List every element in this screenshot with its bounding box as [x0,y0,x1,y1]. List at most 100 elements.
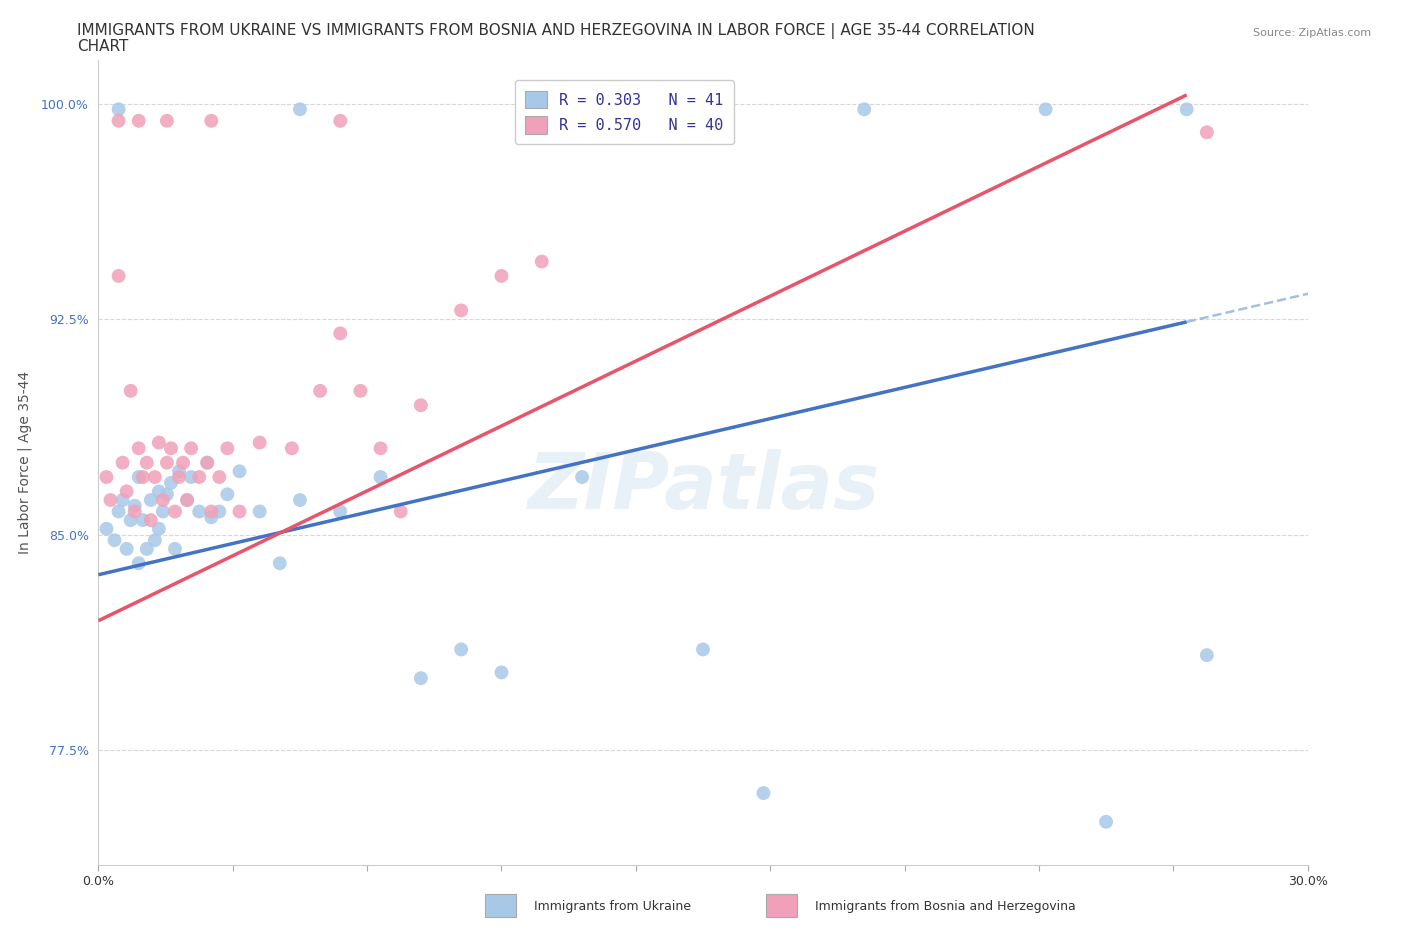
Point [1195,125,1218,140]
Point [409,671,432,685]
Text: ZIPatlas: ZIPatlas [527,449,879,525]
Point [228,504,250,519]
Point [163,504,186,519]
Point [176,493,198,508]
Point [163,541,186,556]
Point [329,326,352,340]
Point [172,456,194,471]
Point [389,504,412,519]
Point [103,533,125,548]
Point [692,125,714,140]
Point [156,486,179,501]
Point [188,470,211,485]
Point [148,435,170,450]
Point [135,541,157,556]
Point [115,541,138,556]
Point [1175,102,1198,117]
Point [288,102,311,117]
Point [571,102,593,117]
Point [139,493,162,508]
Point [450,303,472,318]
Point [195,456,218,471]
Point [752,786,775,801]
Point [200,504,222,519]
Text: IMMIGRANTS FROM UKRAINE VS IMMIGRANTS FROM BOSNIA AND HERZEGOVINA IN LABOR FORCE: IMMIGRANTS FROM UKRAINE VS IMMIGRANTS FR… [77,23,1035,39]
Point [111,493,134,508]
Point [143,470,166,485]
FancyBboxPatch shape [766,895,797,917]
Point [160,475,183,490]
Point [208,504,231,519]
Text: Immigrants from Ukraine: Immigrants from Ukraine [534,900,692,913]
Point [208,470,231,485]
Point [530,254,553,269]
Point [128,556,150,571]
Point [135,456,157,471]
Point [249,504,271,519]
Point [156,113,179,128]
Point [571,470,593,485]
Point [288,493,311,508]
Point [156,456,179,471]
Point [692,642,714,657]
Legend: R = 0.303   N = 41, R = 0.570   N = 40: R = 0.303 N = 41, R = 0.570 N = 40 [515,80,734,144]
Point [96,522,118,537]
Point [132,470,155,485]
Point [228,464,250,479]
Point [409,398,432,413]
Point [152,504,174,519]
Y-axis label: In Labor Force | Age 35-44: In Labor Force | Age 35-44 [18,371,32,554]
Point [309,383,332,398]
Point [96,470,118,485]
Point [148,484,170,498]
Point [107,102,129,117]
Point [249,435,271,450]
Text: Source: ZipAtlas.com: Source: ZipAtlas.com [1253,28,1371,38]
Point [100,493,122,508]
Point [107,504,129,519]
Point [176,493,198,508]
Point [370,470,392,485]
Point [152,493,174,508]
Point [195,456,218,471]
Point [120,383,142,398]
Point [128,441,150,456]
Point [491,665,513,680]
Point [491,269,513,284]
Point [128,470,150,485]
Point [349,383,371,398]
Point [217,441,239,456]
Point [329,113,352,128]
FancyBboxPatch shape [485,895,516,917]
Point [370,441,392,456]
Point [200,510,222,525]
Point [1195,647,1218,662]
Point [167,470,190,485]
Point [672,102,695,117]
Point [180,470,202,485]
Point [120,512,142,527]
Point [128,113,150,128]
Point [188,504,211,519]
Point [631,102,654,117]
Point [1035,102,1057,117]
Point [107,269,129,284]
Point [115,484,138,498]
Point [111,456,134,471]
Point [167,464,190,479]
Point [200,113,222,128]
Point [329,504,352,519]
Point [853,102,876,117]
Point [107,113,129,128]
Point [180,441,202,456]
Point [139,512,162,527]
Point [269,556,291,571]
Text: CHART: CHART [77,39,129,54]
Point [450,642,472,657]
Point [124,498,146,513]
Text: Immigrants from Bosnia and Herzegovina: Immigrants from Bosnia and Herzegovina [815,900,1076,913]
Point [143,533,166,548]
Point [217,486,239,501]
Point [124,504,146,519]
Point [132,512,155,527]
